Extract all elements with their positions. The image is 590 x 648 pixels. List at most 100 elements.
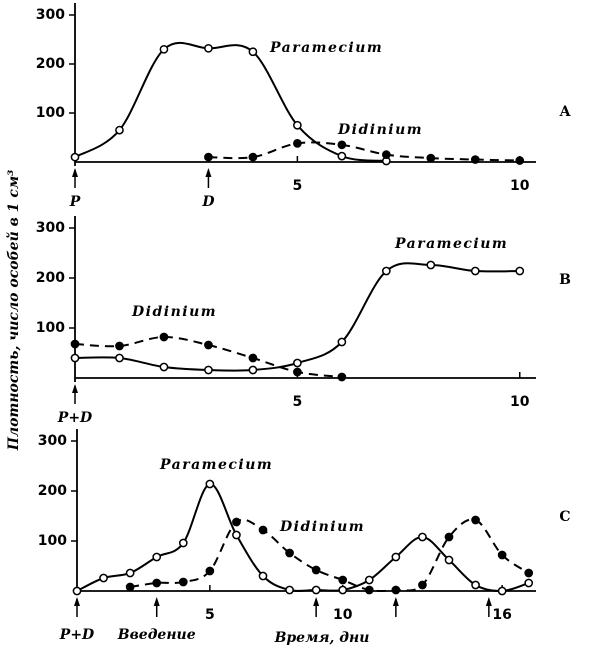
arrow-head <box>485 597 492 606</box>
data-point <box>70 152 80 162</box>
data-point <box>418 580 427 590</box>
data-point <box>418 532 427 542</box>
data-point <box>337 337 347 347</box>
x-tick-label: 5 <box>205 607 215 623</box>
y-tick-label: 100 <box>36 320 65 336</box>
y-tick-label: 100 <box>38 533 67 549</box>
arrow-head <box>72 384 78 393</box>
series-name: Didinium <box>279 519 365 535</box>
data-point <box>444 555 454 565</box>
data-point <box>337 372 347 382</box>
data-point <box>444 532 454 542</box>
series-name: Didinium <box>131 304 217 320</box>
series-line <box>129 518 530 592</box>
data-point <box>524 568 534 578</box>
y-tick-label: 200 <box>36 270 65 286</box>
data-point <box>159 332 169 342</box>
data-point <box>285 585 294 595</box>
data-point <box>338 585 348 595</box>
data-point <box>293 139 302 148</box>
x-tick-label: 10 <box>510 178 530 194</box>
series-name: Paramecium <box>394 236 508 252</box>
data-point <box>248 152 258 162</box>
y-tick-label: 300 <box>36 7 65 23</box>
data-point <box>232 517 241 527</box>
series-line <box>74 41 387 163</box>
data-point <box>311 565 321 575</box>
series-line <box>76 483 530 593</box>
data-point <box>115 353 124 363</box>
y-tick-label: 300 <box>36 220 65 236</box>
data-point <box>338 575 348 585</box>
y-tick-label: 200 <box>38 483 67 499</box>
data-point <box>391 552 401 562</box>
data-point <box>497 586 507 596</box>
x-tick-label: 10 <box>510 394 530 410</box>
arrow-head <box>313 597 320 606</box>
panel-label: B <box>559 272 571 288</box>
y-tick-label: 100 <box>36 105 65 121</box>
panel-label: C <box>559 509 570 525</box>
arrow-head <box>153 597 160 606</box>
data-point <box>364 585 374 595</box>
data-point <box>204 340 213 350</box>
data-point <box>471 580 480 590</box>
data-point <box>248 365 258 375</box>
data-point <box>364 575 374 585</box>
data-point <box>470 266 480 276</box>
data-point <box>293 367 302 377</box>
data-point <box>72 586 82 596</box>
arrow-head <box>392 597 399 606</box>
data-point <box>178 538 188 548</box>
y-axis-label: Плотность, число особей в 1 см³ <box>5 170 22 452</box>
data-point <box>391 585 401 595</box>
x-tick-label: 16 <box>492 607 511 623</box>
data-point <box>515 266 525 276</box>
data-point <box>205 566 215 576</box>
data-point <box>258 571 268 581</box>
data-point <box>70 353 80 363</box>
data-point <box>152 552 162 562</box>
data-point <box>152 578 162 588</box>
arrow-label: Введение <box>117 627 196 643</box>
data-point <box>159 362 169 372</box>
data-point <box>204 152 213 162</box>
data-point <box>205 479 215 489</box>
x-tick-label: 10 <box>333 607 353 623</box>
arrow-label: D <box>201 194 215 210</box>
data-point <box>258 525 268 535</box>
data-point <box>381 150 391 159</box>
y-tick-label: 200 <box>36 56 65 72</box>
data-point <box>178 577 188 587</box>
arrow-label: P <box>69 194 81 210</box>
data-point <box>337 151 347 161</box>
data-point <box>248 47 258 57</box>
data-point <box>115 125 124 135</box>
data-point <box>337 140 347 150</box>
data-point <box>426 260 436 270</box>
data-point <box>515 156 525 165</box>
data-point <box>381 266 391 276</box>
series-name: Paramecium <box>269 40 383 56</box>
data-point <box>426 153 436 163</box>
data-point <box>125 582 135 592</box>
arrow-label: P+D <box>59 627 95 643</box>
series-name: Didinium <box>337 122 423 138</box>
data-point <box>285 548 294 558</box>
x-tick-label: 5 <box>293 394 303 410</box>
series-name: Paramecium <box>159 457 273 473</box>
data-point <box>497 550 507 560</box>
panel-label: A <box>559 104 572 120</box>
data-point <box>115 341 124 351</box>
arrow-label: P+D <box>57 410 93 426</box>
x-axis-label: Время, дни <box>274 630 370 646</box>
data-point <box>204 365 213 375</box>
data-point <box>125 568 135 578</box>
data-point <box>470 155 480 164</box>
data-point <box>159 44 169 54</box>
data-point <box>204 43 213 53</box>
arrow-head <box>74 597 80 606</box>
data-point <box>99 573 108 583</box>
data-point <box>70 339 80 349</box>
